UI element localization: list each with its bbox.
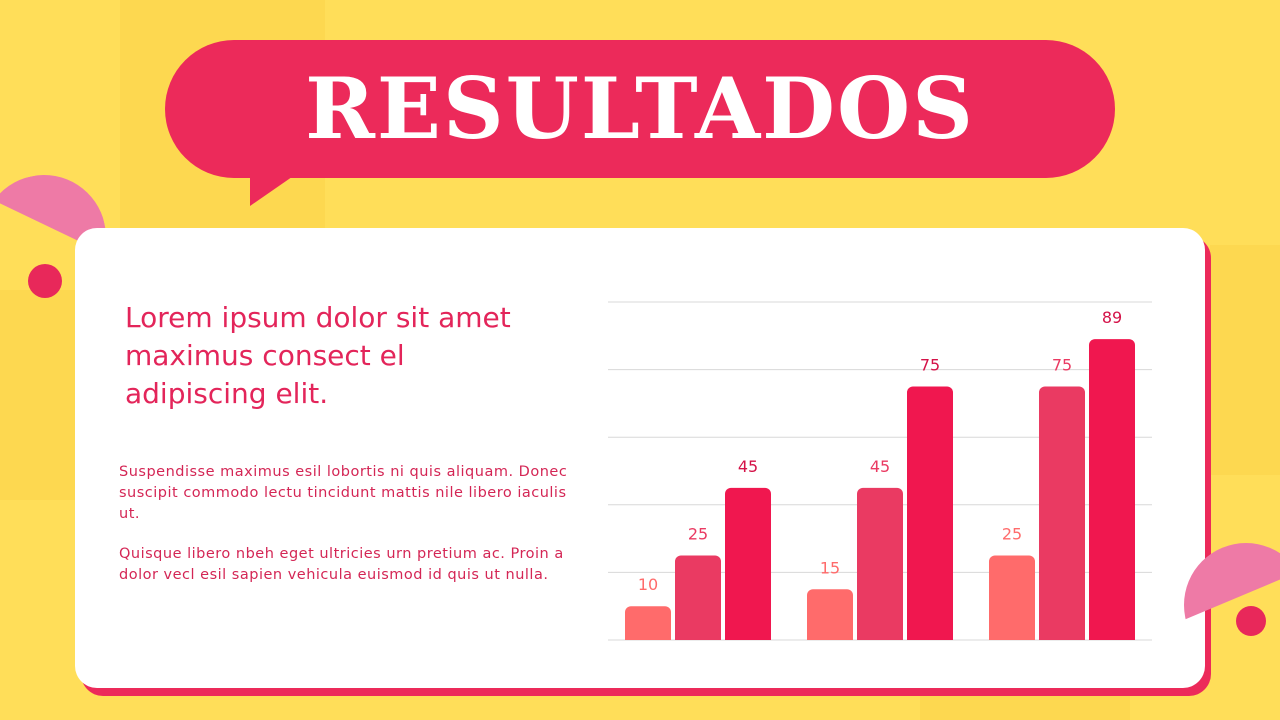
bar-chart: 10 25 45 15 45 75 25 75 89: [600, 290, 1160, 654]
chart-bar: [1089, 339, 1135, 640]
chart-bar: [989, 555, 1035, 640]
chart-bar-base: [857, 632, 903, 640]
chart-bar-base: [625, 632, 671, 640]
chart-bar: [1039, 386, 1085, 640]
chart-bar: [907, 386, 953, 640]
chart-bar-base: [907, 632, 953, 640]
chart-data-label: 45: [738, 457, 758, 476]
title-speech-bubble: RESULTADOS: [165, 40, 1115, 178]
chart-bar: [675, 555, 721, 640]
chart-data-label: 89: [1102, 308, 1122, 327]
body-paragraph-2: Quisque libero nbeh eget ultricies urn p…: [119, 546, 564, 583]
chart-data-label: 15: [820, 558, 840, 577]
chart-bar: [857, 487, 903, 640]
background-block: [1210, 245, 1280, 475]
chart-bar-base: [725, 632, 771, 640]
chart-data-label: 25: [1002, 525, 1022, 544]
chart-bar: [807, 589, 853, 640]
chart-data-label: 75: [920, 356, 940, 375]
chart-data-label: 45: [870, 457, 890, 476]
bar-chart-svg: 10 25 45 15 45 75 25 75 89: [608, 301, 1152, 641]
chart-bar-base: [989, 632, 1035, 640]
decorative-dot-left: [28, 264, 62, 298]
chart-data-label: 25: [688, 525, 708, 544]
headline-text: Lorem ipsum dolor sit amet maximus conse…: [125, 301, 511, 410]
slide-title: RESULTADOS: [305, 59, 975, 158]
chart-bar: [625, 606, 671, 640]
chart-bar-base: [1039, 632, 1085, 640]
body-paragraph-1: Suspendisse maximus esil lobortis ni qui…: [119, 464, 568, 522]
chart-bar-base: [807, 632, 853, 640]
chart-bar-base: [675, 632, 721, 640]
chart-data-label: 75: [1052, 356, 1072, 375]
chart-data-label: 10: [638, 575, 658, 594]
chart-bar-base: [1089, 632, 1135, 640]
chart-bar: [725, 487, 771, 640]
decorative-dot-right: [1236, 606, 1266, 636]
